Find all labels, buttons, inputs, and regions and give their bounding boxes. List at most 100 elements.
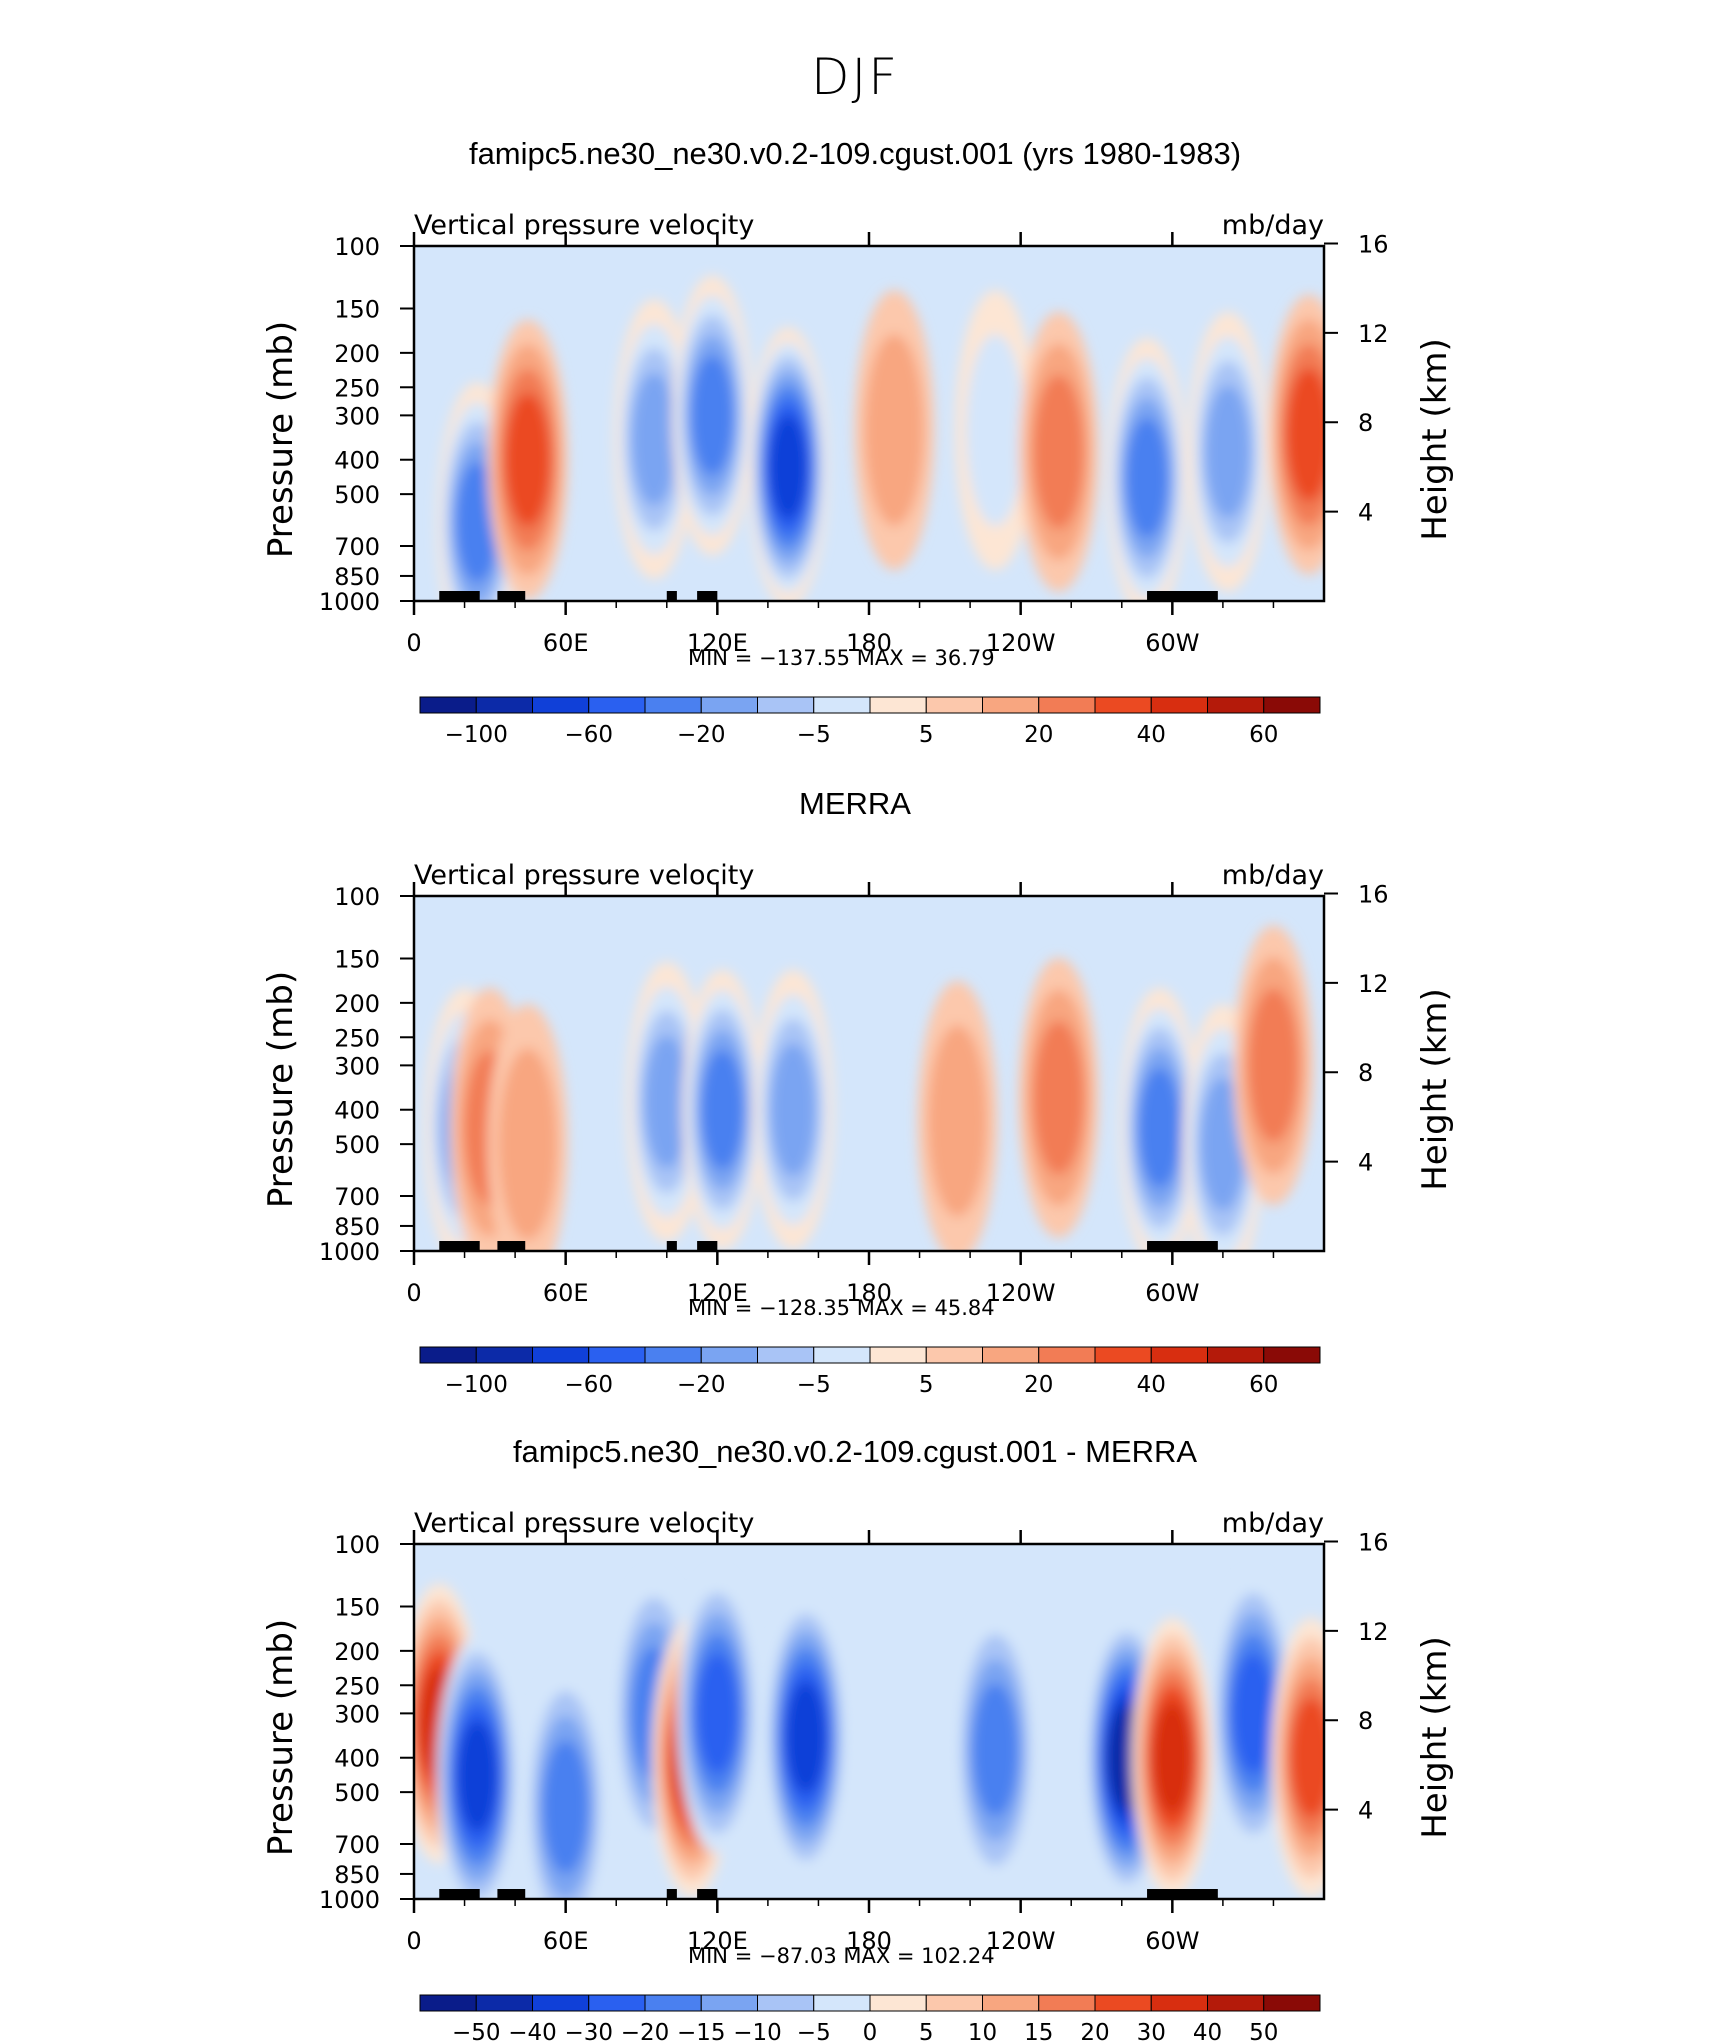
y2-axis-label: Height (km) <box>1415 1636 1455 1839</box>
contour-blob <box>505 393 551 527</box>
colorbar-swatch <box>588 1994 646 2012</box>
contour-blob <box>696 1653 739 1774</box>
colorbar-swatch <box>982 696 1040 714</box>
y2-tick-label: 8 <box>1358 1707 1373 1735</box>
topography-mask <box>697 1241 718 1251</box>
x-tick-label: 120E <box>687 1927 748 1955</box>
contour-field <box>414 246 1324 601</box>
colorbar-label: −100 <box>445 722 508 746</box>
colorbar-swatch <box>869 696 927 714</box>
colorbar-swatch <box>475 1994 533 2012</box>
colorbar-label: 10 <box>968 2020 997 2044</box>
contour-blob <box>1248 988 1299 1143</box>
topography-mask <box>497 591 526 601</box>
contour-plot-merra: Vertical pressure velocity mb/day 0 60E 120E… <box>261 860 1455 1396</box>
y-tick-label: 700 <box>334 1183 380 1211</box>
figure-title: DJF <box>810 48 899 106</box>
colorbar-swatch <box>475 696 533 714</box>
topography-mask <box>497 1889 526 1899</box>
y-tick-label: 700 <box>334 1831 380 1859</box>
colorbar-label: −50 <box>452 2020 501 2044</box>
panel-title: MERRA <box>799 786 911 821</box>
y2-tick-label: 8 <box>1358 409 1373 437</box>
y-tick-label: 400 <box>334 447 380 475</box>
colorbar-swatch <box>700 1346 758 1364</box>
y2-tick-label: 8 <box>1358 1059 1373 1087</box>
x-tick-label: 0 <box>406 1279 421 1307</box>
variable-label: Vertical pressure velocity <box>414 860 754 891</box>
x-tick-label: 60W <box>1145 1279 1199 1307</box>
min-max-stats: MIN = −137.55 MAX = 36.79 <box>688 646 995 670</box>
colorbar-swatch <box>1150 1346 1208 1364</box>
contour-blob <box>457 1720 498 1832</box>
y-tick-label: 500 <box>334 1779 380 1807</box>
colorbar-swatch <box>419 1994 477 2012</box>
y-tick-label: 850 <box>334 563 380 591</box>
colorbar-swatch <box>419 696 477 714</box>
colorbar-label: 20 <box>1024 722 1053 746</box>
y-tick-label: 150 <box>334 1594 380 1622</box>
y-tick-label: 400 <box>334 1745 380 1773</box>
y2-tick-label: 4 <box>1358 1797 1373 1825</box>
colorbar-label: 20 <box>1080 2020 1109 2044</box>
contour-blob <box>972 1683 1019 1817</box>
colorbar-label: −5 <box>797 1372 831 1396</box>
colorbar-swatch <box>588 1346 646 1364</box>
colorbar-swatch <box>757 1346 815 1364</box>
colorbar-swatch <box>644 696 702 714</box>
colorbar-label: −5 <box>797 722 831 746</box>
contour-blob <box>1033 1020 1084 1175</box>
colorbar-swatch <box>644 1994 702 2012</box>
min-max-stats: MIN = −128.35 MAX = 45.84 <box>688 1296 995 1320</box>
colorbar-swatch <box>700 1994 758 2012</box>
y-tick-label: 300 <box>334 1052 380 1080</box>
colorbar-swatch <box>1207 1994 1265 2012</box>
contour-blob <box>1290 1697 1324 1818</box>
colorbar-swatch <box>813 1994 871 2012</box>
y-tick-label: 300 <box>334 1700 380 1728</box>
colorbar-label: −10 <box>733 2020 782 2044</box>
x-tick-label: 180 <box>846 1927 892 1955</box>
y-tick-label: 100 <box>334 233 380 261</box>
colorbar-swatch <box>532 696 590 714</box>
y2-tick-label: 12 <box>1358 1618 1389 1646</box>
colorbar-swatch <box>1150 696 1208 714</box>
x-tick-label: 60E <box>543 1279 589 1307</box>
contour-blob <box>927 1024 988 1217</box>
colorbar-label: −20 <box>677 722 726 746</box>
colorbar-label: −20 <box>677 1372 726 1396</box>
y-tick-label: 1000 <box>319 1886 380 1914</box>
y2-tick-label: 4 <box>1358 499 1373 527</box>
panel-difference: famipc5.ne30_ne30.v0.2-109.cgust.001 - M… <box>0 1434 1710 2044</box>
x-tick-label: 0 <box>406 1927 421 1955</box>
contour-blob <box>1033 374 1084 529</box>
x-tick-label: 120W <box>986 1927 1056 1955</box>
colorbar-swatch <box>532 1346 590 1364</box>
colorbar-swatch <box>1038 696 1096 714</box>
colorbar-swatch <box>813 1346 871 1364</box>
y-tick-label: 250 <box>334 1672 380 1700</box>
contour-blob <box>1232 1653 1275 1774</box>
y2-tick-label: 16 <box>1358 1528 1389 1556</box>
y2-axis-label: Height (km) <box>1415 988 1455 1191</box>
colorbar-label: 5 <box>919 722 934 746</box>
colorbar-swatch <box>1094 1994 1152 2012</box>
topography-mask <box>439 1241 480 1251</box>
y-tick-label: 850 <box>334 1861 380 1889</box>
colorbar-swatch <box>1038 1994 1096 2012</box>
colorbar-swatch <box>869 1346 927 1364</box>
contour-blob <box>631 372 677 506</box>
y-axis-label: Pressure (mb) <box>261 321 301 558</box>
y2-tick-label: 4 <box>1358 1149 1373 1177</box>
colorbar-label: 40 <box>1137 722 1166 746</box>
x-tick-label: 120W <box>986 629 1056 657</box>
colorbar-swatch <box>1263 696 1321 714</box>
topography-mask <box>697 1889 718 1899</box>
y-tick-label: 1000 <box>319 588 380 616</box>
colorbar-swatch <box>757 696 815 714</box>
panel-title: famipc5.ne30_ne30.v0.2-109.cgust.001 (yr… <box>468 136 1242 171</box>
y-tick-label: 200 <box>334 340 380 368</box>
variable-label: Vertical pressure velocity <box>414 210 754 241</box>
y-tick-label: 200 <box>334 1638 380 1666</box>
contour-blob <box>701 1049 744 1170</box>
